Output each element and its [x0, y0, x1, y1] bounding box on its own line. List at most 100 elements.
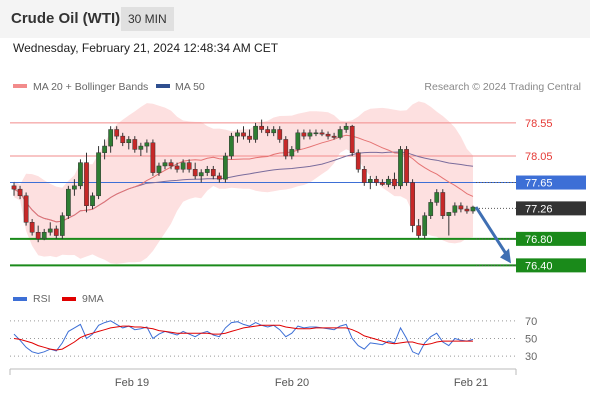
candle	[114, 126, 120, 140]
rsi-tick-label: 30	[525, 351, 537, 363]
resistance-2-label: 78.55	[525, 118, 553, 130]
chart-timestamp: Wednesday, February 21, 2024 12:48:34 AM…	[13, 41, 279, 55]
candle	[380, 179, 385, 186]
candle	[247, 129, 252, 143]
ma20-line	[13, 134, 474, 223]
candle	[349, 124, 355, 157]
candle	[210, 165, 216, 180]
time-axis: Feb 19 Feb 20 Feb 21	[9, 368, 517, 389]
candle	[156, 162, 162, 176]
candle	[331, 132, 337, 140]
candle	[428, 199, 434, 219]
resistance-1-label: 78.05	[525, 151, 553, 163]
rsi-tick-label: 50	[525, 334, 537, 346]
candle	[53, 225, 59, 239]
candle	[313, 129, 319, 137]
candle	[422, 212, 428, 239]
candle	[277, 126, 283, 143]
support-2-label: 76.40	[525, 260, 553, 272]
candle	[78, 159, 83, 190]
candle	[440, 189, 446, 219]
ma20-legend-swatch	[13, 84, 27, 88]
candle	[452, 202, 458, 216]
candle	[410, 179, 415, 233]
candle	[102, 139, 107, 160]
support-1-tag	[516, 231, 586, 246]
candle	[47, 222, 53, 236]
candle	[108, 126, 114, 153]
candle	[392, 172, 397, 190]
rsi-ma-line	[13, 324, 473, 351]
candle	[295, 129, 301, 153]
candle	[404, 146, 409, 186]
candle	[271, 126, 277, 137]
last-price-tag	[516, 201, 586, 216]
candle	[59, 212, 65, 239]
candle	[180, 159, 186, 173]
candle	[386, 175, 391, 188]
ma50-legend-swatch	[156, 84, 170, 88]
candle	[470, 205, 476, 214]
candle	[464, 205, 470, 214]
chart-header: Crude Oil (WTI) 30 MIN	[0, 0, 590, 38]
candle	[301, 129, 307, 140]
pivot-label: 77.65	[525, 178, 553, 190]
candle	[72, 179, 77, 196]
candle	[138, 142, 144, 157]
candle	[90, 192, 95, 210]
candle	[373, 175, 379, 186]
candle	[41, 228, 47, 241]
price-panel: 78.55 78.05 77.65 77.26 76.80 76.40	[10, 101, 586, 273]
candle	[458, 202, 464, 213]
candle	[289, 146, 295, 160]
interval-badge[interactable]: 30 MIN	[121, 7, 174, 31]
candle	[17, 185, 23, 200]
candle	[229, 132, 234, 160]
rsi-panel: 70 50 30	[10, 316, 537, 363]
candle	[174, 162, 180, 173]
ma50-legend-label: MA 50	[175, 81, 205, 93]
candle	[192, 162, 198, 180]
candle	[120, 132, 126, 147]
candle	[150, 139, 156, 176]
candle	[35, 225, 41, 243]
candle	[96, 146, 101, 200]
candle	[325, 131, 331, 140]
support-1-label: 76.80	[525, 234, 553, 246]
candle	[126, 136, 132, 150]
rsi-line	[13, 320, 474, 356]
candle	[253, 122, 258, 143]
support-2-tag	[516, 258, 586, 273]
candle	[307, 129, 313, 140]
candle	[162, 159, 168, 170]
candle	[355, 149, 361, 173]
candle	[434, 189, 440, 206]
pivot-tag	[516, 175, 586, 190]
instrument-title: Crude Oil (WTI)	[11, 10, 121, 27]
candle	[361, 165, 367, 186]
time-tick-label: Feb 20	[275, 377, 309, 389]
rsi-tick-label: 70	[525, 316, 537, 328]
candle	[84, 152, 89, 213]
rsi-ma-legend-swatch	[62, 297, 76, 301]
candle	[204, 165, 210, 176]
candle	[367, 175, 373, 190]
credit-text: Research © 2024 Trading Central	[424, 81, 581, 93]
candle	[29, 218, 35, 236]
candle	[168, 159, 174, 170]
last-price-label: 77.26	[525, 203, 553, 215]
candle	[223, 152, 228, 183]
candle	[216, 172, 222, 183]
candle	[132, 136, 138, 153]
time-tick-label: Feb 19	[115, 377, 149, 389]
candle	[259, 119, 264, 133]
candle	[416, 218, 421, 239]
candle	[23, 192, 29, 226]
candle	[398, 146, 403, 190]
projection-arrow	[474, 206, 509, 257]
rsi-legend-swatch	[13, 297, 27, 301]
candle	[283, 136, 289, 160]
candle	[446, 212, 452, 236]
candle	[235, 129, 240, 143]
candle	[144, 139, 150, 153]
